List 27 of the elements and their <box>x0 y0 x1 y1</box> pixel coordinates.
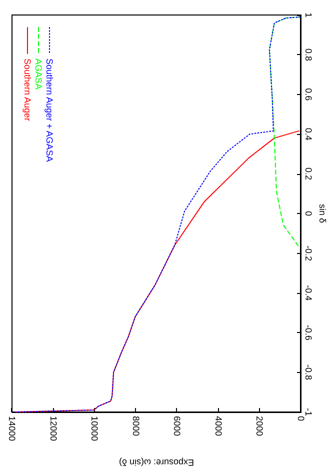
line-series <box>14 16 300 412</box>
text: AGASA <box>34 58 44 90</box>
y-axis-title: sin δ <box>318 204 328 224</box>
text: Southern Auger + AGASA <box>44 58 54 162</box>
x-tick-label: 0 <box>296 416 306 422</box>
line-series <box>268 16 300 246</box>
y-tick-label: -0.2 <box>304 245 314 261</box>
x-tick-label: 2000 <box>254 416 265 436</box>
y-tick-label: 1 <box>304 12 314 18</box>
x-tick-label: 4000 <box>213 416 224 436</box>
y-tick-label: 0.4 <box>304 128 314 140</box>
line-series <box>14 130 300 412</box>
x-tick-label: 8000 <box>130 416 141 436</box>
y-tick-label: -0.8 <box>304 364 314 380</box>
x-axis-title: Exposure: ω(sin δ) <box>118 458 194 468</box>
y-tick-label: -0.6 <box>304 324 314 340</box>
x-tick-label: 12000 <box>48 416 58 442</box>
x-tick-label: 6000 <box>172 416 182 436</box>
y-tick-label: 0.2 <box>304 168 314 180</box>
text: Southern Auger <box>22 58 32 122</box>
y-tick-label: -0.4 <box>304 285 314 301</box>
y-tick-label: 0.8 <box>304 48 314 61</box>
x-tick-label: 10000 <box>90 416 100 442</box>
y-tick-label: -1 <box>304 408 314 416</box>
y-tick-label: 0 <box>304 210 314 216</box>
y-tick-label: 0.6 <box>304 88 314 101</box>
x-tick-label: 14000 <box>7 416 17 442</box>
